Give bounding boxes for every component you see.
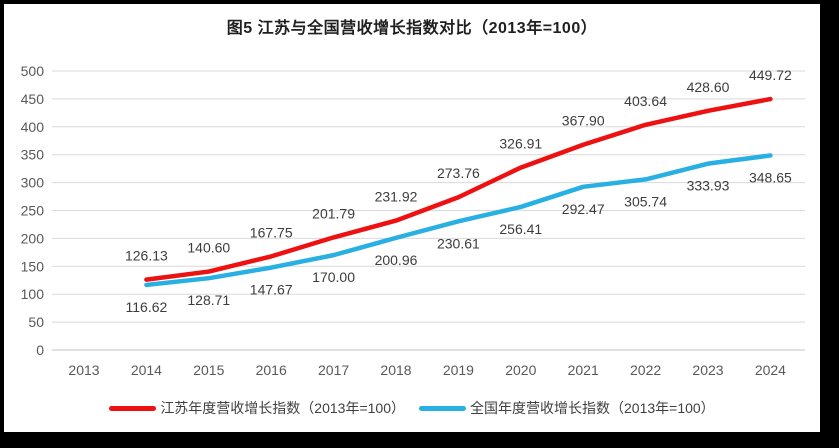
legend-label-jiangsu: 江苏年度营收增长指数（2013年=100） (160, 400, 405, 416)
svg-text:367.90: 367.90 (562, 113, 605, 129)
svg-text:326.91: 326.91 (499, 136, 542, 152)
legend-item-national: 全国年度营收增长指数（2013年=100） (419, 398, 715, 418)
jiangsu-line-swatch (109, 405, 157, 411)
svg-text:116.62: 116.62 (126, 299, 168, 315)
svg-text:200: 200 (21, 230, 45, 246)
svg-text:2021: 2021 (568, 362, 599, 378)
legend-item-jiangsu: 江苏年度营收增长指数（2013年=100） (109, 398, 405, 418)
svg-text:0: 0 (36, 342, 44, 358)
svg-text:348.65: 348.65 (749, 169, 792, 185)
chart-title: 图5 江苏与全国营收增长指数对比（2013年=100） (226, 20, 598, 37)
svg-text:292.47: 292.47 (562, 201, 605, 217)
svg-text:150: 150 (21, 258, 45, 274)
svg-text:128.71: 128.71 (187, 292, 230, 308)
svg-text:230.61: 230.61 (437, 235, 480, 251)
legend-label-national: 全国年度营收增长指数（2013年=100） (470, 400, 715, 416)
svg-text:167.75: 167.75 (250, 224, 293, 240)
svg-text:305.74: 305.74 (624, 193, 667, 209)
chart-canvas: 0 50 100 150 200 250 300 350 400 450 500 2013 2014 20… (21, 63, 805, 378)
svg-text:2020: 2020 (505, 362, 536, 378)
national-line-swatch (419, 405, 466, 411)
svg-text:350: 350 (21, 147, 45, 163)
svg-text:2017: 2017 (318, 362, 349, 378)
svg-text:2015: 2015 (193, 362, 224, 378)
svg-text:2019: 2019 (443, 362, 474, 378)
svg-text:300: 300 (21, 175, 45, 191)
svg-text:449.72: 449.72 (749, 67, 792, 83)
svg-text:2013: 2013 (68, 362, 99, 378)
svg-text:450: 450 (21, 91, 45, 107)
svg-text:140.60: 140.60 (187, 240, 230, 256)
svg-text:100: 100 (21, 286, 45, 302)
svg-text:2023: 2023 (692, 362, 723, 378)
svg-text:170.00: 170.00 (312, 269, 355, 285)
svg-text:2016: 2016 (256, 362, 287, 378)
svg-text:126.13: 126.13 (125, 248, 168, 264)
svg-text:2018: 2018 (380, 362, 411, 378)
svg-text:333.93: 333.93 (687, 178, 730, 194)
svg-text:428.60: 428.60 (687, 79, 730, 95)
chart-area: 图5 江苏与全国营收增长指数对比（2013年=100） 0 50 100 150 200… (4, 4, 820, 432)
svg-text:2022: 2022 (630, 362, 661, 378)
svg-text:250: 250 (21, 203, 45, 219)
svg-text:400: 400 (21, 119, 45, 135)
svg-text:256.41: 256.41 (499, 221, 542, 237)
svg-text:2014: 2014 (131, 362, 162, 378)
svg-text:147.67: 147.67 (250, 282, 293, 298)
svg-text:403.64: 403.64 (624, 93, 667, 109)
svg-text:200.96: 200.96 (375, 252, 418, 268)
svg-text:2024: 2024 (755, 362, 786, 378)
svg-text:273.76: 273.76 (437, 165, 480, 181)
svg-text:231.92: 231.92 (375, 189, 418, 205)
svg-text:500: 500 (21, 63, 45, 79)
chart-legend: 江苏年度营收增长指数（2013年=100） 全国年度营收增长指数（2013年=1… (4, 398, 820, 418)
svg-text:201.79: 201.79 (312, 205, 355, 221)
svg-text:50: 50 (28, 314, 44, 330)
